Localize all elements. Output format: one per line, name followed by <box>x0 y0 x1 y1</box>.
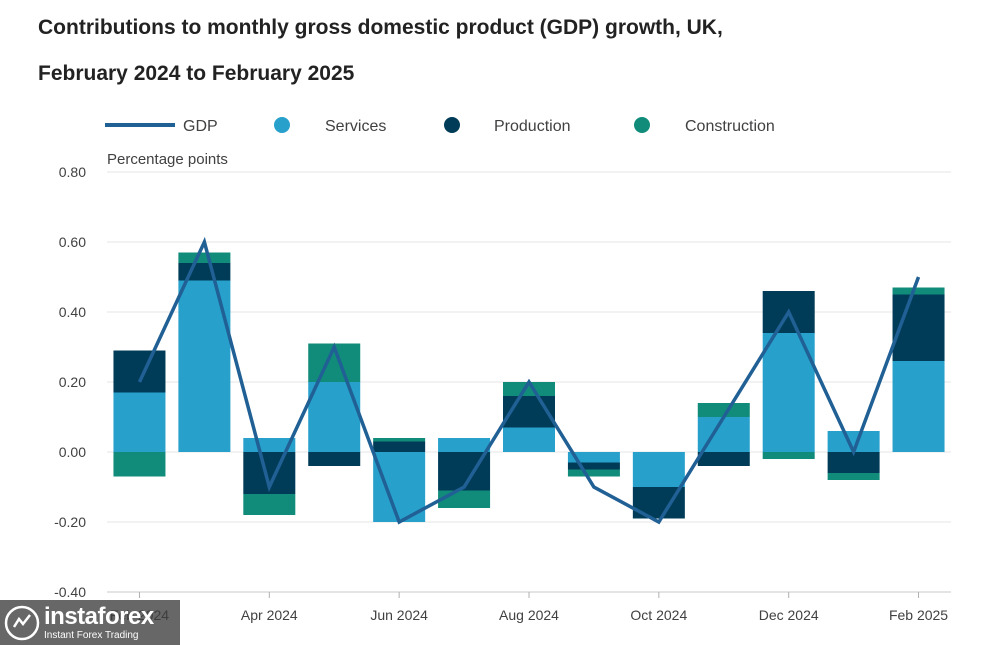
chart-title-line2: February 2024 to February 2025 <box>38 62 355 85</box>
bar-services-oct-2024 <box>632 452 685 487</box>
bar-construction-sep-2024 <box>567 469 620 477</box>
bar-services-feb-2025 <box>892 361 945 452</box>
bar-construction-feb-2024 <box>113 452 166 477</box>
x-tick-label: Aug 2024 <box>499 607 559 623</box>
x-tick-label: Oct 2024 <box>630 607 687 623</box>
gdp-line-group <box>137 236 921 525</box>
x-tick-label: Feb 2025 <box>889 607 948 623</box>
watermark: instaforex Instant Forex Trading <box>0 600 180 645</box>
bar-production-feb-2024 <box>113 350 166 393</box>
gdp-line <box>137 236 921 525</box>
legend-construction-swatch <box>634 117 650 133</box>
y-axis-label: Percentage points <box>107 151 228 168</box>
legend-gdp-label: GDP <box>183 118 218 135</box>
bar-construction-mar-2024 <box>178 252 231 263</box>
bar-production-may-2024 <box>308 452 361 466</box>
chart-title-line1: Contributions to monthly gross domestic … <box>38 16 723 39</box>
legend-production-label: Production <box>494 118 571 135</box>
y-tick-label: -0.40 <box>54 584 86 600</box>
x-tick-label: Apr 2024 <box>241 607 298 623</box>
bar-construction-feb-2025 <box>892 287 945 295</box>
bar-construction-jan-2025 <box>827 473 880 480</box>
bar-production-sep-2024 <box>567 462 620 470</box>
bar-construction-apr-2024 <box>243 494 296 515</box>
bar-services-jan-2025 <box>827 431 880 452</box>
y-tick-label: 0.60 <box>59 234 86 250</box>
watermark-tagline: Instant Forex Trading <box>44 629 139 641</box>
watermark-brand: instaforex <box>44 602 154 630</box>
legend-production-swatch <box>444 117 460 133</box>
instaforex-logo-icon <box>4 605 40 640</box>
bar-construction-jul-2024 <box>438 490 491 508</box>
bar-services-jun-2024 <box>373 452 426 522</box>
bar-production-jan-2025 <box>827 452 880 473</box>
y-tick-label: 0.40 <box>59 304 86 320</box>
legend-services-label: Services <box>325 118 386 135</box>
y-tick-label: 0.80 <box>59 164 86 180</box>
bar-services-feb-2024 <box>113 392 166 452</box>
legend-services-swatch <box>274 117 290 133</box>
legend: GDP Services Production Construction <box>105 117 775 135</box>
x-tick-label: Dec 2024 <box>759 607 819 623</box>
y-axis-ticks: 0.80 0.60 0.40 0.20 0.00 -0.20 -0.40 <box>54 164 86 600</box>
bar-services-aug-2024 <box>503 427 555 452</box>
bar-construction-dec-2024 <box>762 452 815 459</box>
bars <box>113 252 945 522</box>
bar-services-jul-2024 <box>438 438 491 452</box>
bar-production-jun-2024 <box>373 441 426 452</box>
y-tick-label: 0.20 <box>59 374 86 390</box>
bar-construction-jun-2024 <box>373 438 426 442</box>
legend-construction-label: Construction <box>685 118 775 135</box>
bar-construction-aug-2024 <box>503 382 555 396</box>
bar-construction-nov-2024 <box>697 403 750 417</box>
y-tick-label: 0.00 <box>59 444 86 460</box>
y-tick-label: -0.20 <box>54 514 86 530</box>
x-tick-label: Jun 2024 <box>370 607 428 623</box>
bar-production-nov-2024 <box>697 452 750 466</box>
bar-services-sep-2024 <box>567 452 620 463</box>
